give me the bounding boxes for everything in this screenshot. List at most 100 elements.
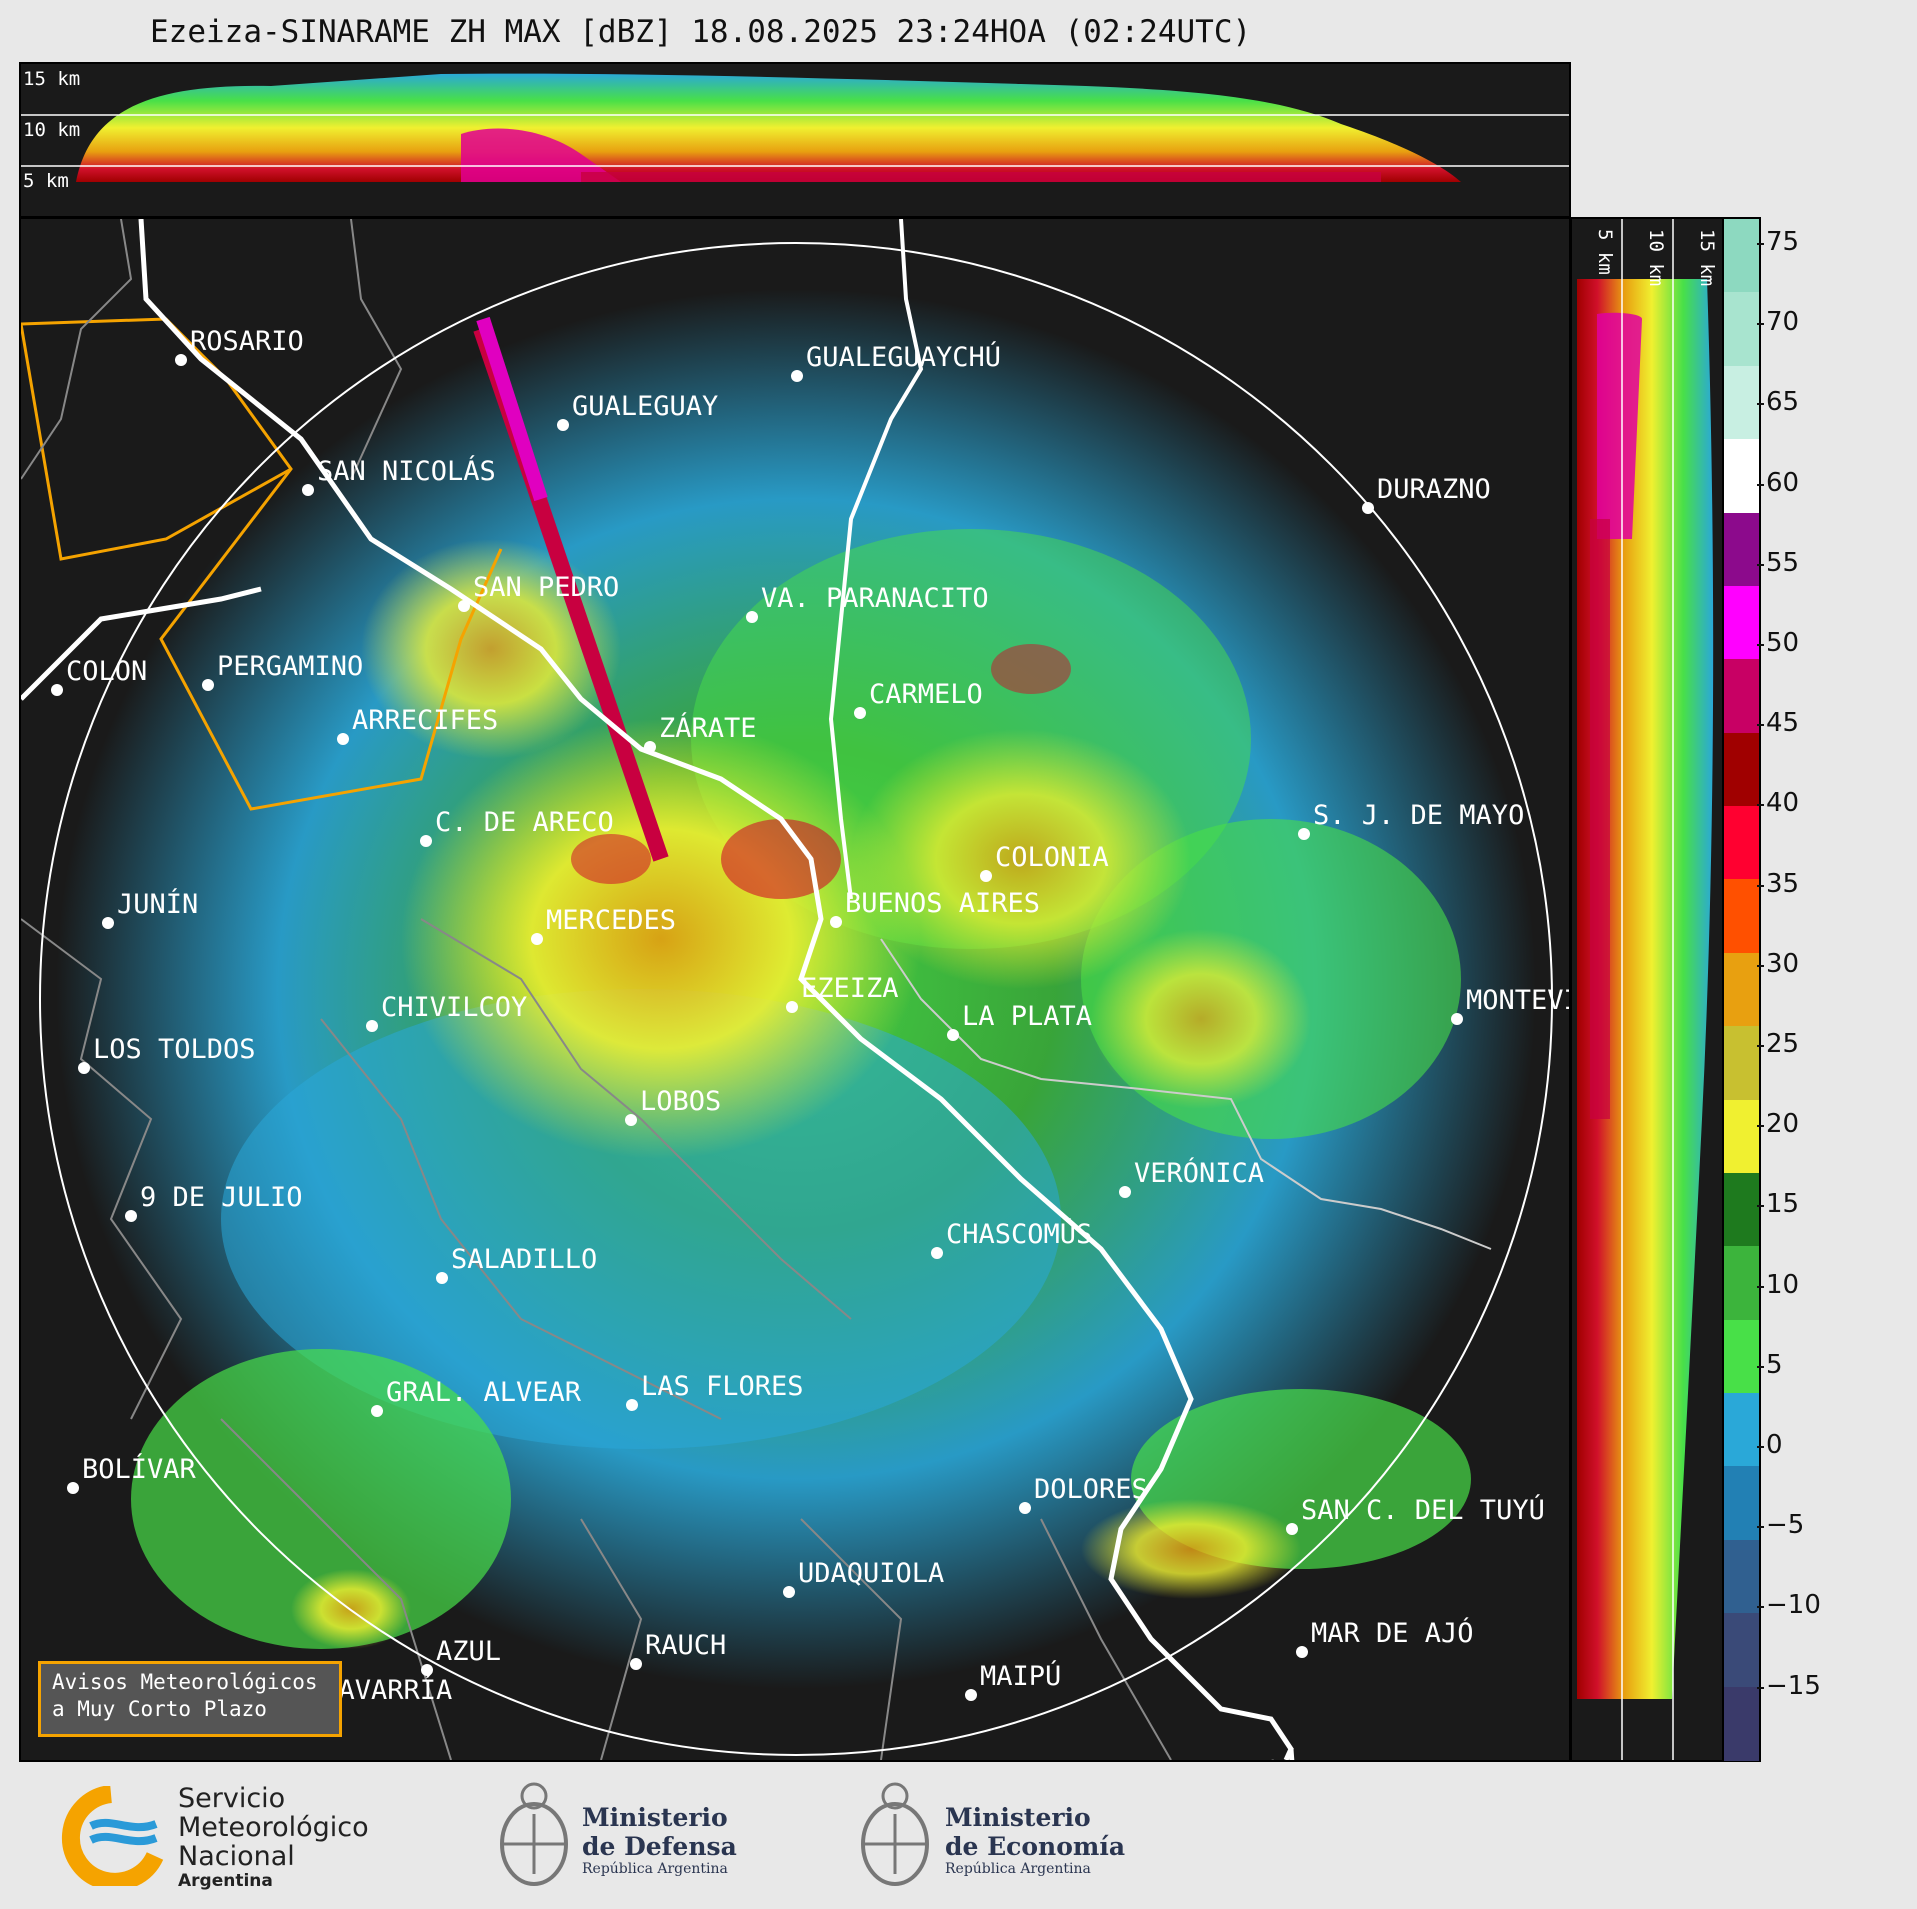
city-marker — [557, 419, 569, 431]
city-marker — [830, 916, 842, 928]
colorbar-band — [1724, 1026, 1759, 1101]
defensa-line-1: Ministerio — [582, 1803, 728, 1832]
city-marker — [202, 679, 214, 691]
city-label: BUENOS AIRES — [845, 888, 1041, 919]
smn-line-2: Meteorológico — [178, 1812, 369, 1843]
colorbar-tick-label: 15 — [1766, 1189, 1800, 1220]
economia-line-2: de Economía — [945, 1832, 1126, 1861]
city-label: SALADILLO — [451, 1244, 598, 1275]
colorbar-tick-label: 65 — [1766, 387, 1800, 418]
warning-line-2: a Muy Corto Plazo — [52, 1697, 267, 1721]
city-label: LOBOS — [640, 1086, 722, 1117]
colorbar-tick-mark — [1757, 243, 1764, 245]
city-label: SAN C. DEL TUYÚ — [1301, 1495, 1545, 1526]
defensa-name: Ministerio de Defensa República Argentin… — [582, 1803, 737, 1877]
colorbar-band — [1724, 512, 1759, 587]
colorbar-tick-label: 35 — [1766, 868, 1800, 899]
city-marker — [1298, 828, 1310, 840]
smn-line-4: Argentina — [178, 1871, 273, 1891]
side-alt-15: 15 km — [1696, 229, 1718, 287]
city-marker — [78, 1062, 90, 1074]
city-marker — [630, 1658, 642, 1670]
colorbar-tick-label: 25 — [1766, 1029, 1800, 1059]
colorbar-tick-mark — [1757, 1446, 1764, 1448]
city-label: MAR DE AJÓ — [1311, 1618, 1474, 1649]
city-label: CHIVILCOY — [381, 992, 528, 1023]
warning-line-1: Avisos Meteorológicos — [52, 1670, 318, 1694]
city-marker — [783, 1586, 795, 1598]
colorbar-tick-mark — [1757, 483, 1764, 486]
smn-name: Servicio Meteorológico Nacional Argentin… — [178, 1784, 369, 1891]
colorbar-band — [1724, 1393, 1759, 1468]
city-marker — [965, 1689, 977, 1701]
city-marker — [102, 917, 114, 929]
colorbar-tick-label: 40 — [1766, 788, 1800, 819]
city-label: LA PLATA — [962, 1001, 1093, 1032]
radar-map[interactable]: ROSARIO GUALEGUAYCHÚ GUALEGUAY SAN NICOLÁS D… — [19, 217, 1571, 1762]
city-marker — [1451, 1013, 1463, 1025]
city-marker — [786, 1001, 798, 1013]
city-label: ARRECIFES — [352, 705, 499, 736]
city-marker — [854, 707, 866, 719]
colorbar-tick-mark — [1757, 964, 1764, 967]
city-marker — [644, 741, 656, 753]
city-marker — [980, 870, 992, 882]
economia-line-1: Ministerio — [945, 1803, 1091, 1832]
city-label: S. J. DE MAYO — [1313, 800, 1525, 831]
city-marker — [746, 611, 758, 623]
city-marker — [371, 1405, 383, 1417]
top-alt-5: 5 km — [23, 170, 69, 192]
city-marker — [947, 1029, 959, 1041]
city-label: CHASCOMÚS — [946, 1219, 1093, 1250]
city-label: MONTEVIDEO — [1466, 985, 1569, 1016]
colorbar-tick-label: −10 — [1766, 1590, 1821, 1621]
city-label: VERÓNICA — [1134, 1158, 1265, 1189]
city-label: AZUL — [436, 1636, 502, 1667]
colorbar-tick-label: −15 — [1766, 1670, 1821, 1701]
city-label: MERCEDES — [546, 905, 677, 936]
city-label: GUALEGUAY — [572, 391, 719, 422]
warning-box[interactable]: Avisos Meteorológicos a Muy Corto Plazo — [38, 1661, 342, 1737]
smn-logo-icon — [61, 1785, 164, 1891]
city-label: SAN NICOLÁS — [317, 456, 496, 487]
colorbar-tick-label: 20 — [1766, 1109, 1800, 1140]
city-label: EZEIZA — [801, 973, 899, 1004]
city-label: VA. PARANACITO — [761, 583, 989, 614]
city-label: ZÁRATE — [659, 713, 757, 744]
city-marker — [421, 1664, 433, 1676]
colorbar-band — [1724, 732, 1759, 808]
city-label: ROSARIO — [190, 326, 304, 357]
colorbar-tick-mark — [1757, 1045, 1764, 1047]
colorbar-tick-mark — [1757, 1686, 1764, 1689]
colorbar-band — [1724, 1172, 1759, 1248]
colorbar-tick-mark — [1757, 884, 1764, 887]
colorbar-band — [1724, 365, 1759, 441]
colorbar-band — [1724, 219, 1759, 294]
side-alt-5: 5 km — [1594, 229, 1616, 275]
colorbar-tick-mark — [1757, 644, 1764, 646]
colorbar-tick-label: 0 — [1766, 1430, 1783, 1460]
colorbar-tick-label: 10 — [1766, 1269, 1800, 1300]
colorbar-band — [1724, 1466, 1759, 1541]
city-marker — [175, 354, 187, 366]
top-alt-15: 15 km — [23, 68, 81, 90]
city-label: LAS FLORES — [641, 1371, 804, 1402]
colorbar-tick-label: 55 — [1766, 547, 1800, 578]
city-marker — [436, 1272, 448, 1284]
colorbar-tick-mark — [1757, 1125, 1764, 1128]
colorbar-tick-mark — [1757, 563, 1764, 566]
city-marker — [51, 684, 63, 696]
smn-logo — [56, 1785, 166, 1891]
city-marker — [1119, 1186, 1131, 1198]
economia-seal — [855, 1774, 935, 1898]
colorbar-band — [1724, 1539, 1759, 1615]
colorbar-band — [1724, 292, 1759, 367]
radar-echoes — [21, 219, 1553, 1760]
colorbar-tick-label: −5 — [1766, 1510, 1805, 1541]
smn-line-3: Nacional — [178, 1841, 295, 1872]
city-label: DOLORES — [1034, 1474, 1148, 1505]
colorbar-tick-label: 45 — [1766, 708, 1800, 739]
colorbar-tick-mark — [1757, 323, 1764, 326]
city-label: PERGAMINO — [217, 651, 364, 682]
colorbar-band — [1724, 806, 1759, 881]
